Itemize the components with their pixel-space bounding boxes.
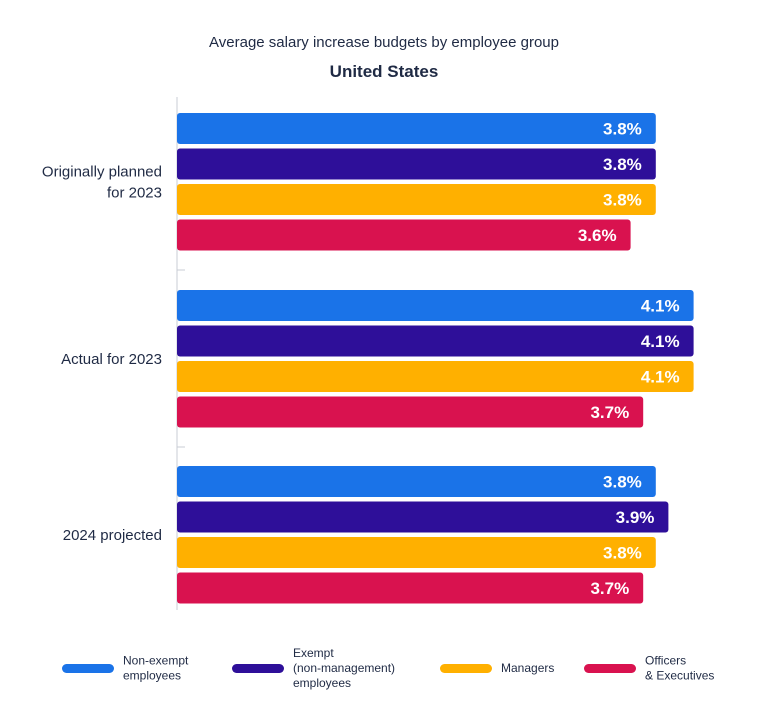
category-label: Actual for 2023 bbox=[61, 351, 162, 368]
legend-label: Officers & Executives bbox=[645, 654, 714, 683]
category-label: 2024 projected bbox=[63, 527, 162, 544]
chart-subtitle: United States bbox=[330, 62, 439, 81]
category-label: Originally planned for 2023 bbox=[42, 163, 162, 201]
bar-value-label: 3.8% bbox=[603, 544, 642, 563]
plot-area: Originally planned for 2023 3.8% 3.8% 3.8% 3.… bbox=[42, 97, 694, 610]
bar bbox=[177, 325, 694, 357]
chart-title: Average salary increase budgets by emplo… bbox=[209, 34, 559, 51]
bar-value-label: 4.1% bbox=[641, 297, 680, 316]
legend-label: Exempt (non-management) employees bbox=[293, 646, 395, 690]
bar bbox=[177, 361, 694, 392]
bar bbox=[177, 219, 631, 251]
bar bbox=[177, 572, 644, 604]
bar bbox=[177, 396, 644, 428]
legend-swatch bbox=[440, 664, 492, 673]
bar-value-label: 3.8% bbox=[603, 120, 642, 139]
bar-value-label: 4.1% bbox=[641, 368, 680, 387]
legend-swatch bbox=[62, 664, 114, 673]
bar bbox=[177, 537, 656, 568]
legend-swatch bbox=[584, 664, 636, 673]
bar-value-label: 3.7% bbox=[590, 579, 629, 598]
legend-label: Managers bbox=[501, 661, 554, 675]
bar-value-label: 3.7% bbox=[590, 403, 629, 422]
bar-value-label: 3.8% bbox=[603, 473, 642, 492]
bar-value-label: 3.8% bbox=[603, 191, 642, 210]
legend-swatch bbox=[232, 664, 284, 673]
bar-value-label: 3.8% bbox=[603, 155, 642, 174]
legend-label: Non-exempt employees bbox=[123, 654, 189, 683]
bar-value-label: 4.1% bbox=[641, 332, 680, 351]
bar-value-label: 3.9% bbox=[616, 508, 655, 527]
bar bbox=[177, 148, 656, 180]
bar bbox=[177, 290, 694, 321]
bar bbox=[177, 113, 656, 144]
legend: Non-exempt employees Exempt (non-management… bbox=[62, 646, 714, 690]
bar bbox=[177, 501, 669, 533]
bar bbox=[177, 466, 656, 497]
bar bbox=[177, 184, 656, 215]
bar-value-label: 3.6% bbox=[578, 226, 617, 245]
